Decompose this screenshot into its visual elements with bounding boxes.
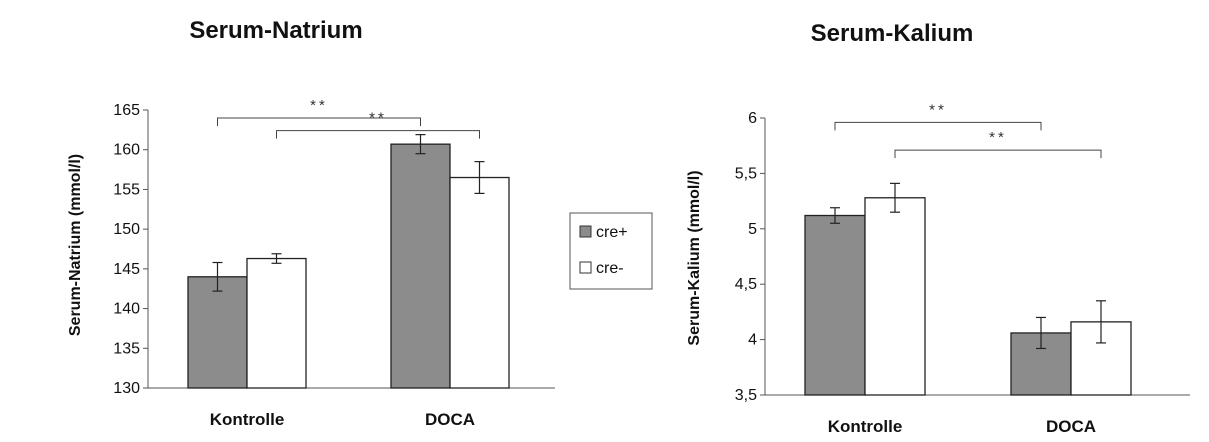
significance-bracket bbox=[217, 117, 421, 126]
category-label: Kontrolle bbox=[210, 410, 285, 429]
y-tick-label: 5 bbox=[748, 221, 757, 238]
significance-label: ** bbox=[989, 129, 1007, 146]
significance-bracket bbox=[276, 130, 480, 139]
plot-area: 3,5 4 4,5 5 5,5 6 Kontrolle DOCA ** ** bbox=[735, 101, 1190, 436]
y-axis-label: Serum-Kalium (mmol/l) bbox=[686, 170, 703, 345]
y-tick-label: 165 bbox=[113, 102, 140, 119]
chart-title: Serum-Natrium bbox=[189, 17, 362, 44]
bar bbox=[187, 276, 248, 389]
bar bbox=[864, 197, 926, 396]
y-axis-label: Serum-Natrium (mmol/l) bbox=[67, 154, 84, 336]
y-tick-label: 3,5 bbox=[735, 387, 757, 404]
y-tick-label: 140 bbox=[113, 301, 140, 318]
y-tick-label: 150 bbox=[113, 221, 140, 238]
legend-swatch bbox=[579, 225, 592, 238]
category-label: Kontrolle bbox=[828, 417, 903, 436]
chart-title: Serum-Kalium bbox=[811, 20, 974, 47]
y-tick-label: 5,5 bbox=[735, 165, 757, 182]
plot-area: 130 135 140 145 150 155 160 165 Kontrolle DOCA ** *… bbox=[113, 97, 555, 429]
legend-item-cre-plus: cre+ bbox=[579, 224, 628, 241]
significance-bracket bbox=[894, 149, 1102, 159]
y-tick-label: 130 bbox=[113, 380, 140, 397]
y-tick-label: 145 bbox=[113, 261, 140, 278]
y-tick-label: 4,5 bbox=[735, 276, 757, 293]
significance-bracket bbox=[834, 121, 1042, 131]
significance-label: ** bbox=[369, 110, 387, 127]
y-tick-label: 155 bbox=[113, 181, 140, 198]
y-tick-label: 4 bbox=[748, 332, 757, 349]
significance-label: ** bbox=[929, 101, 947, 118]
y-tick-label: 160 bbox=[113, 142, 140, 159]
significance-label: ** bbox=[310, 97, 328, 114]
legend-label: cre- bbox=[596, 260, 624, 277]
legend-item-cre-minus: cre- bbox=[579, 260, 624, 277]
category-label: DOCA bbox=[425, 410, 475, 429]
legend: cre+ cre- bbox=[569, 212, 653, 290]
category-label: DOCA bbox=[1046, 417, 1096, 436]
legend-label: cre+ bbox=[596, 224, 628, 241]
bar bbox=[804, 214, 866, 396]
bar bbox=[246, 257, 307, 389]
legend-swatch bbox=[579, 261, 592, 274]
bar bbox=[390, 143, 451, 389]
y-tick-label: 135 bbox=[113, 340, 140, 357]
chart-serum-kalium: Serum-Kalium Serum-Kalium (mmol/l) 3,5 4 4… bbox=[686, 20, 1190, 436]
chart-serum-natrium: Serum-Natrium Serum-Natrium (mmol/l) 130… bbox=[67, 17, 555, 429]
y-tick-label: 6 bbox=[748, 110, 757, 127]
bar bbox=[449, 176, 510, 389]
